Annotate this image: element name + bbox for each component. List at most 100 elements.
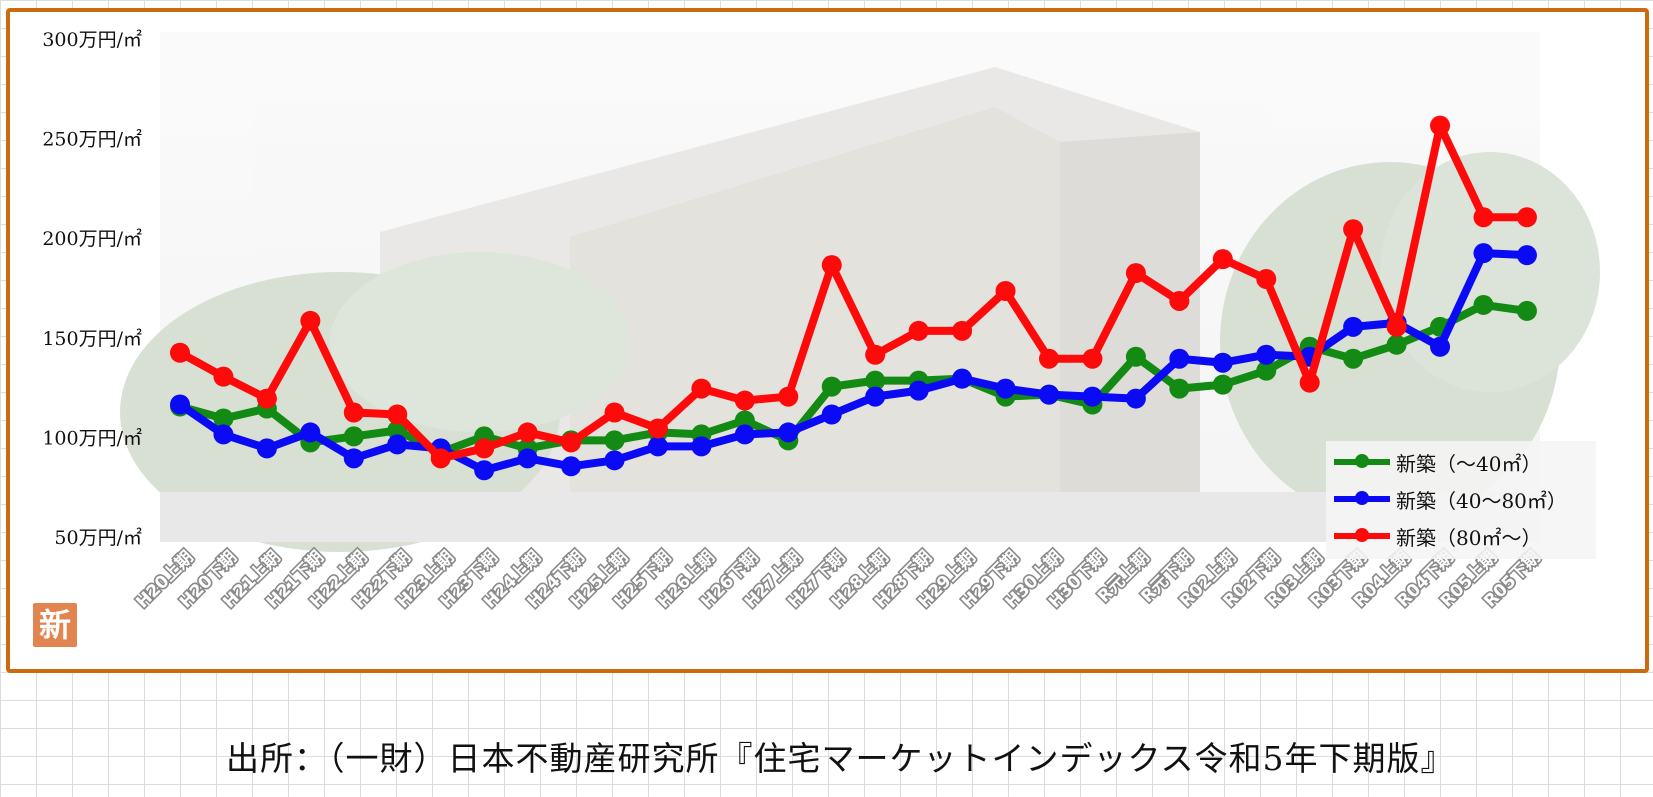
new-badge-icon: 新	[33, 603, 77, 647]
data-point	[1039, 348, 1059, 369]
data-point	[1125, 388, 1146, 409]
data-point	[343, 426, 364, 447]
data-point	[300, 310, 321, 331]
data-point	[865, 370, 886, 391]
data-point	[952, 320, 973, 341]
data-point	[647, 436, 668, 457]
data-point	[561, 456, 582, 477]
data-point	[1473, 294, 1494, 315]
data-point	[213, 366, 234, 387]
data-point	[821, 376, 842, 397]
background-building-photo	[120, 32, 1600, 552]
data-point	[387, 434, 408, 455]
legend-item-medium: 新築（40～80㎡）	[1334, 482, 1567, 516]
y-tick-label: 100万円/㎡	[42, 426, 142, 449]
data-point	[561, 432, 582, 453]
data-point	[1212, 374, 1233, 395]
source-caption: 出所：（一財）日本不動産研究所『住宅マーケットインデックス令和5年下期版』	[226, 739, 1455, 778]
data-point	[1473, 207, 1494, 228]
data-point	[734, 390, 755, 411]
y-tick-label: 250万円/㎡	[42, 128, 142, 151]
data-point	[734, 410, 755, 431]
data-point	[256, 438, 277, 459]
data-point	[647, 418, 668, 439]
data-point	[1256, 344, 1277, 365]
data-point	[1516, 300, 1537, 321]
data-point	[1125, 346, 1146, 367]
data-point	[170, 394, 190, 415]
y-tick-label: 300万円/㎡	[42, 28, 142, 51]
data-point	[1256, 360, 1277, 381]
data-point	[1386, 334, 1407, 355]
data-point	[1212, 352, 1233, 373]
data-point	[343, 448, 364, 469]
series-line	[178, 121, 1527, 463]
legend: 新築（～40㎡） 新築（40～80㎡） 新築（80㎡～）	[1326, 441, 1596, 559]
data-point	[300, 422, 321, 443]
data-point	[256, 388, 277, 409]
legend-label: 新築（～40㎡）	[1396, 451, 1542, 476]
legend-swatch-green	[1334, 454, 1390, 468]
data-point	[604, 430, 625, 451]
data-point	[1169, 378, 1190, 399]
y-tick-label: 150万円/㎡	[42, 327, 142, 350]
data-point	[343, 402, 364, 423]
line-chart: 300万円/㎡ 250万円/㎡ 200万円/㎡ 150万円/㎡ 100万円/㎡ 50万円/…	[42, 28, 1600, 614]
data-point	[1386, 316, 1407, 337]
data-point	[1082, 386, 1103, 407]
data-point	[1169, 290, 1190, 311]
data-point	[865, 386, 886, 407]
data-point	[1082, 348, 1103, 369]
data-point	[430, 448, 451, 469]
legend-item-small: 新築（～40㎡）	[1334, 445, 1541, 479]
y-tick-label: 200万円/㎡	[42, 227, 142, 250]
data-point	[1343, 219, 1364, 240]
data-point	[1125, 263, 1146, 284]
data-point	[778, 422, 799, 443]
legend-item-large: 新築（80㎡～）	[1334, 519, 1541, 553]
data-point	[1343, 348, 1364, 369]
data-point	[387, 404, 408, 425]
data-point	[474, 438, 495, 459]
data-point	[995, 378, 1016, 399]
legend-label: 新築（80㎡～）	[1396, 525, 1542, 550]
data-point	[908, 380, 929, 401]
data-point	[1430, 115, 1451, 136]
data-point	[1212, 249, 1233, 270]
data-point	[734, 424, 755, 445]
data-point	[604, 402, 625, 423]
data-point	[1516, 245, 1537, 266]
legend-label: 新築（40～80㎡）	[1396, 488, 1567, 513]
data-point	[821, 255, 842, 276]
data-point	[821, 404, 842, 425]
data-point	[1256, 269, 1277, 290]
data-point	[170, 342, 190, 363]
data-point	[213, 424, 234, 445]
data-point	[517, 422, 538, 443]
data-point	[1299, 372, 1320, 393]
data-point	[952, 368, 973, 389]
data-point	[604, 450, 625, 471]
data-point	[1039, 384, 1059, 405]
series-2	[170, 115, 1537, 469]
data-point	[691, 378, 712, 399]
data-point	[778, 386, 799, 407]
data-point	[517, 448, 538, 469]
data-point	[213, 408, 234, 429]
data-point	[1473, 243, 1494, 264]
y-tick-label: 50万円/㎡	[54, 526, 142, 549]
chart-frame: 300万円/㎡ 250万円/㎡ 200万円/㎡ 150万円/㎡ 100万円/㎡ 50万円/…	[6, 8, 1649, 673]
data-point	[995, 281, 1016, 301]
data-point	[1516, 207, 1537, 228]
data-point	[691, 436, 712, 457]
data-point	[1430, 336, 1451, 357]
legend-swatch-red	[1334, 528, 1390, 542]
data-point	[908, 320, 929, 341]
data-point	[1343, 316, 1364, 337]
data-point	[474, 460, 495, 481]
data-point	[865, 344, 886, 365]
data-point	[387, 420, 408, 441]
data-point	[1169, 348, 1190, 369]
series-1	[170, 243, 1537, 481]
legend-swatch-blue	[1334, 491, 1390, 505]
